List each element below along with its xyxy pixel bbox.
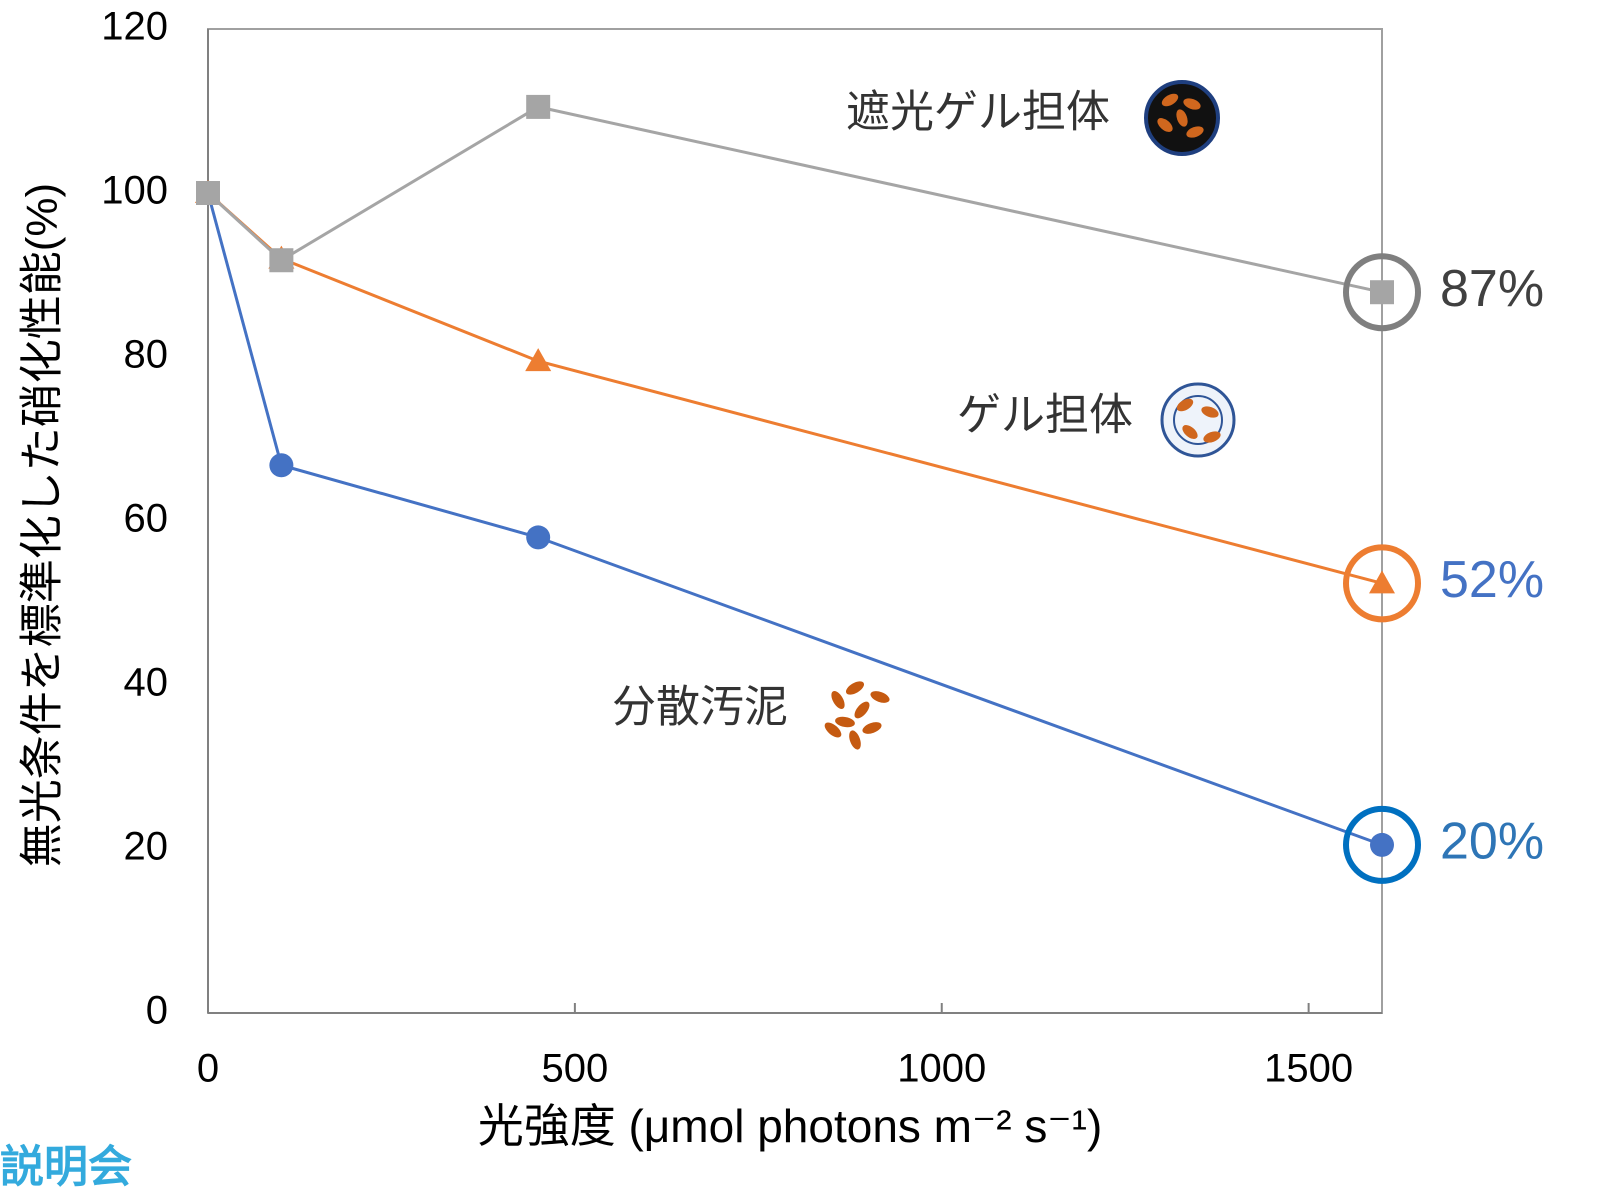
series-name: 遮光ゲル担体 [846, 88, 1110, 137]
point [269, 453, 293, 477]
y-axis-label: 無光条件を標準化した硝化性能(%) [18, 183, 67, 867]
point [526, 95, 550, 119]
chart: 無光条件を標準化した硝化性能(%) 光強度 (μmol photons m⁻² … [0, 0, 1616, 1198]
end-label: 52% [1440, 551, 1544, 609]
y-tick-label: 80 [124, 333, 169, 377]
x-axis-label: 光強度 (μmol photons m⁻² s⁻¹) [478, 1100, 1103, 1152]
series-name: ゲル担体 [957, 391, 1133, 440]
x-tick-label: 0 [197, 1047, 219, 1091]
icon-gel [1162, 384, 1234, 456]
y-tick-label: 60 [124, 497, 169, 541]
y-tick-label: 20 [124, 825, 169, 869]
plot-frame [208, 29, 1382, 1013]
icon-shaded-gel [1146, 82, 1218, 154]
x-tick-label: 500 [542, 1047, 609, 1091]
y-tick-label: 40 [124, 661, 169, 705]
point [1370, 280, 1394, 304]
series-line [208, 193, 1382, 845]
series-name: 分散汚泥 [612, 683, 788, 732]
x-tick-label: 1500 [1264, 1047, 1353, 1091]
icon-sludge [822, 679, 891, 751]
point [525, 348, 551, 371]
point [1370, 833, 1394, 857]
y-tick-label: 120 [101, 5, 168, 49]
y-tick-label: 0 [146, 989, 168, 1033]
point [196, 181, 220, 205]
point [526, 525, 550, 549]
footer-text: 説明会 [0, 1143, 132, 1192]
point [269, 248, 293, 272]
x-tick-label: 1000 [897, 1047, 986, 1091]
end-label: 87% [1440, 260, 1544, 318]
y-tick-label: 100 [101, 169, 168, 213]
end-label: 20% [1440, 813, 1544, 871]
